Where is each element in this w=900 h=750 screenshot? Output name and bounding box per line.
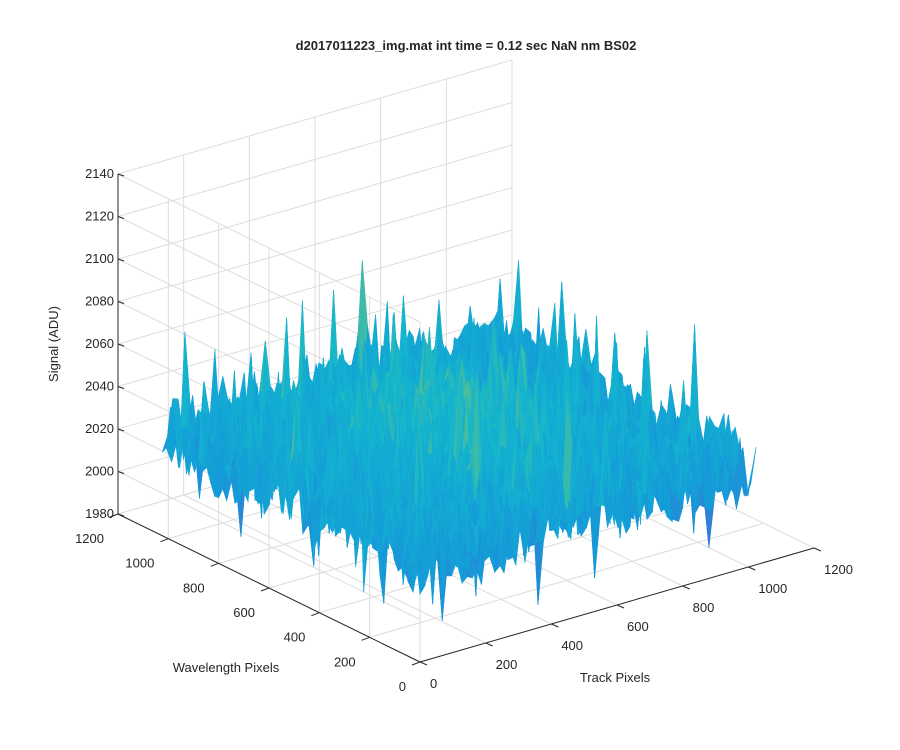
wall-grid-z (117, 471, 421, 620)
z-tick-mark (117, 428, 125, 432)
z-tick-mark (117, 386, 125, 389)
z-tick-mark (117, 173, 125, 177)
y-tick-label: 1200 (75, 531, 104, 546)
x-tick-mark (813, 547, 822, 552)
z-tick-label: 2020 (85, 421, 114, 436)
x-tick-mark (616, 604, 625, 609)
x-tick-label: 0 (430, 676, 437, 691)
y-tick-mark (109, 513, 119, 518)
axes (109, 173, 822, 666)
wall2-grid-z (117, 144, 513, 260)
y-tick-mark (311, 612, 320, 617)
y-tick-mark (361, 636, 370, 641)
x-tick-label: 400 (561, 638, 583, 653)
surface-cell (746, 446, 757, 496)
y-tick-label: 400 (284, 630, 306, 645)
z-tick-label: 2120 (85, 209, 114, 224)
wall-grid-z (117, 173, 421, 323)
chart-title: d2017011223_img.mat int time = 0.12 sec … (296, 38, 637, 53)
z-tick-mark (117, 301, 125, 304)
z-tick-label: 1980 (85, 506, 114, 521)
x-tick-label: 600 (627, 619, 649, 634)
y-tick-mark (210, 562, 219, 567)
z-tick-mark (117, 216, 125, 219)
x-tick-mark (485, 642, 493, 647)
z-tick-mark (117, 513, 125, 517)
x-tick-label: 200 (496, 657, 518, 672)
x-tick-mark (419, 661, 428, 666)
wall2-grid-z (117, 229, 513, 345)
z-tick-mark (117, 258, 125, 262)
z-tick-label: 2100 (85, 251, 114, 266)
z-tick-mark (117, 471, 125, 474)
x-axis-label: Track Pixels (580, 670, 651, 685)
wall2-grid-z (117, 187, 513, 302)
y-tick-mark (411, 661, 421, 666)
x-tick-mark (748, 566, 756, 571)
x-tick-mark (551, 623, 559, 628)
surface-mesh (162, 260, 757, 621)
y-tick-label: 200 (334, 654, 356, 669)
z-tick-label: 2080 (85, 294, 114, 309)
z-tick-mark (117, 343, 125, 347)
x-tick-mark (682, 585, 690, 590)
y-tick-label: 1000 (125, 556, 154, 571)
wall2-grid-z (117, 59, 513, 175)
floor-grid-y (369, 522, 764, 638)
y-tick-mark (160, 538, 169, 543)
z-axis-label: Signal (ADU) (46, 306, 61, 382)
z-tick-label: 2060 (85, 336, 114, 351)
x-tick-label: 800 (693, 600, 715, 615)
y-tick-label: 600 (233, 605, 255, 620)
z-tick-label: 2140 (85, 166, 114, 181)
tick-labels: 0 200 400 600 800 1000 1200 0 200 400 600 800 1000 12… (75, 166, 853, 694)
x-tick-label: 1200 (824, 562, 853, 577)
y-tick-mark (260, 587, 270, 592)
z-tick-label: 2000 (85, 464, 114, 479)
z-tick-label: 2040 (85, 379, 114, 394)
y-tick-label: 0 (399, 679, 406, 694)
wall2-grid-z (117, 102, 513, 217)
y-tick-label: 800 (183, 580, 205, 595)
y-axis-label: Wavelength Pixels (173, 660, 280, 675)
x-tick-label: 1000 (758, 581, 787, 596)
